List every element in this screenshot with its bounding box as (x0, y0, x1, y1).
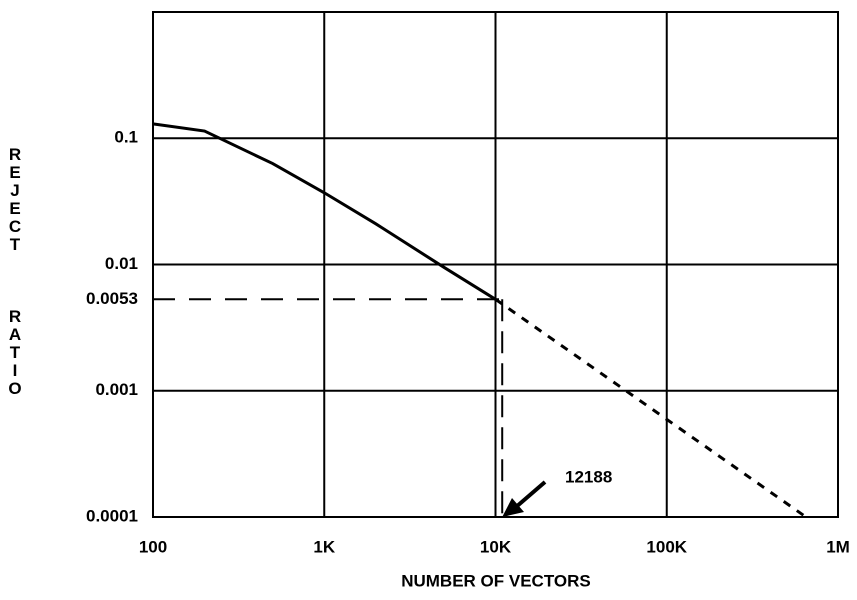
x-axis-title: NUMBER OF VECTORS (401, 571, 591, 590)
y-tick-label: 0.1 (114, 128, 138, 147)
arrow-head (502, 498, 524, 517)
y-tick-label: 0.01 (105, 254, 138, 273)
x-tick-label: 1M (826, 537, 850, 556)
y-tick-label: 0.0001 (86, 506, 138, 525)
line-series (152, 122, 497, 301)
x-tick-label: 100K (646, 537, 687, 556)
y-tick-label: 0.001 (95, 380, 138, 399)
x-tick-label: 1K (313, 537, 335, 556)
x-tick-label: 100 (139, 537, 167, 556)
arrow-shaft (514, 480, 547, 509)
x-tick-label: 10K (480, 537, 512, 556)
reference-label: 12188 (565, 467, 612, 486)
y-tick-label: 0.0053 (86, 289, 138, 308)
